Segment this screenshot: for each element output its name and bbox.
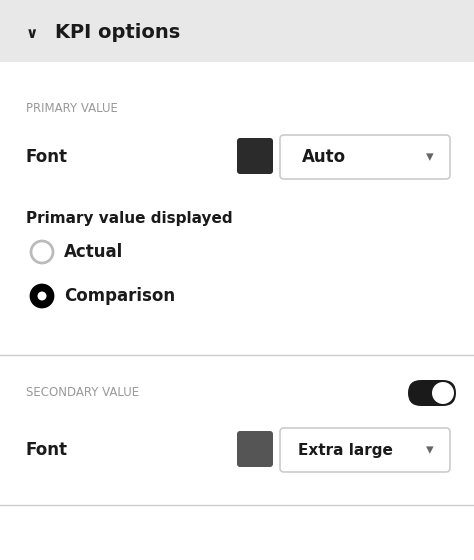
FancyBboxPatch shape (280, 428, 450, 472)
Circle shape (432, 382, 454, 404)
Text: SECONDARY VALUE: SECONDARY VALUE (26, 386, 139, 399)
Circle shape (31, 241, 53, 263)
Text: PRIMARY VALUE: PRIMARY VALUE (26, 101, 118, 114)
FancyBboxPatch shape (408, 380, 456, 406)
Text: Comparison: Comparison (64, 287, 175, 305)
Text: ▾: ▾ (426, 150, 434, 165)
FancyBboxPatch shape (0, 0, 474, 62)
Circle shape (37, 292, 46, 301)
FancyBboxPatch shape (237, 138, 273, 174)
Text: ∨: ∨ (26, 26, 38, 40)
Text: Extra large: Extra large (298, 442, 393, 458)
FancyBboxPatch shape (237, 431, 273, 467)
FancyBboxPatch shape (280, 135, 450, 179)
Text: Font: Font (26, 148, 68, 166)
Circle shape (31, 285, 53, 307)
FancyBboxPatch shape (0, 62, 474, 560)
Text: Actual: Actual (64, 243, 123, 261)
Text: Auto: Auto (302, 148, 346, 166)
Text: Primary value displayed: Primary value displayed (26, 211, 233, 226)
Text: ▾: ▾ (426, 442, 434, 458)
Text: Font: Font (26, 441, 68, 459)
Text: KPI options: KPI options (55, 24, 180, 43)
